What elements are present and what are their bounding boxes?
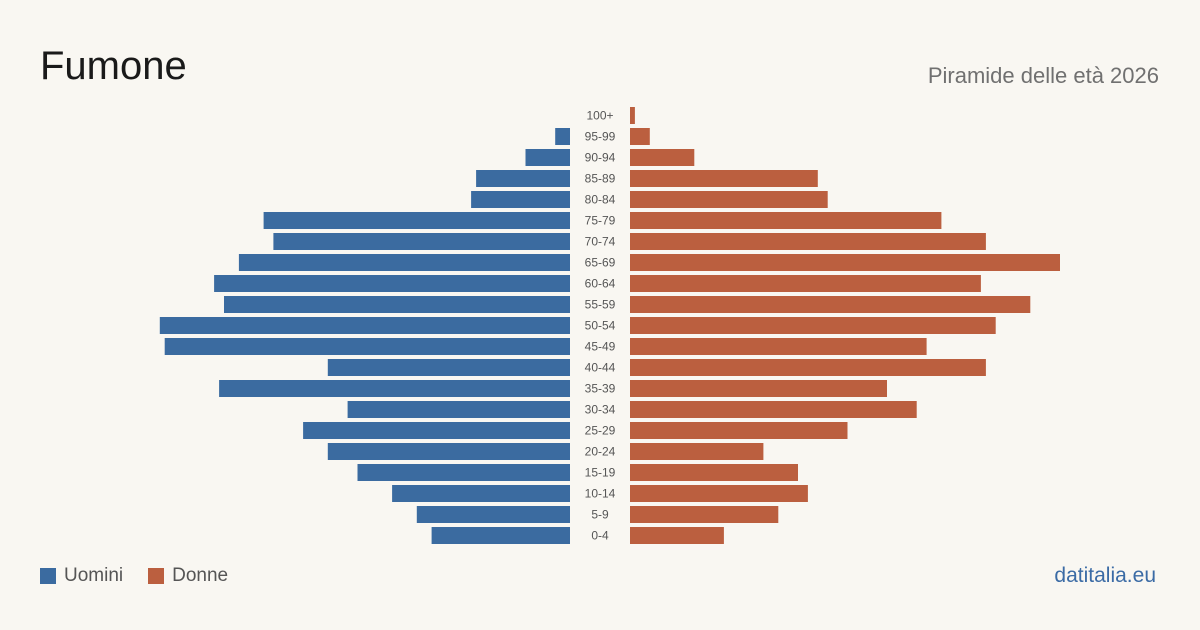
age-label-55-59: 55-59 — [585, 298, 616, 312]
bar-men-70-74 — [273, 233, 570, 250]
age-label-35-39: 35-39 — [585, 382, 616, 396]
bar-men-85-89 — [476, 170, 570, 187]
legend-swatch-women — [148, 568, 165, 584]
bar-men-50-54 — [159, 317, 571, 334]
page-title: Fumone — [40, 44, 187, 88]
bar-men-0-4 — [431, 527, 570, 544]
bar-men-25-29 — [303, 422, 570, 439]
bar-women-35-39 — [630, 380, 887, 397]
bar-men-95-99 — [555, 128, 570, 145]
bar-women-100plus — [630, 107, 635, 124]
age-label-100plus: 100+ — [586, 109, 613, 123]
bar-men-30-34 — [347, 401, 570, 418]
bar-men-10-14 — [392, 485, 570, 502]
bar-women-95-99 — [630, 128, 650, 145]
age-label-10-14: 10-14 — [585, 487, 616, 501]
bar-women-80-84 — [630, 191, 828, 208]
bar-women-75-79 — [630, 212, 942, 229]
bar-women-15-19 — [630, 464, 798, 481]
bar-women-50-54 — [630, 317, 996, 334]
age-label-95-99: 95-99 — [585, 130, 616, 144]
legend-label-men: Uomini — [64, 565, 124, 586]
bar-men-15-19 — [357, 464, 570, 481]
bar-men-75-79 — [263, 212, 570, 229]
age-label-65-69: 65-69 — [585, 256, 616, 270]
age-label-75-79: 75-79 — [585, 214, 616, 228]
bar-men-20-24 — [327, 443, 570, 460]
bar-men-65-69 — [238, 254, 570, 271]
legend-item-men: Uomini — [40, 565, 123, 587]
age-label-70-74: 70-74 — [585, 235, 616, 249]
age-label-50-54: 50-54 — [585, 319, 616, 333]
bar-women-60-64 — [630, 275, 981, 292]
age-label-40-44: 40-44 — [585, 361, 616, 375]
bar-men-35-39 — [219, 380, 570, 397]
bar-women-70-74 — [630, 233, 986, 250]
bar-women-10-14 — [630, 485, 808, 502]
bar-women-85-89 — [630, 170, 818, 187]
legend-item-women: Donne — [148, 565, 228, 587]
age-label-5-9: 5-9 — [591, 508, 609, 522]
bar-men-55-59 — [224, 296, 570, 313]
age-label-80-84: 80-84 — [585, 193, 616, 207]
age-label-25-29: 25-29 — [585, 424, 616, 438]
chart-subtitle: Piramide delle età 2026 — [927, 63, 1159, 88]
legend-swatch-men — [40, 568, 56, 584]
bar-men-80-84 — [471, 191, 570, 208]
age-label-0-4: 0-4 — [591, 529, 609, 543]
bar-men-5-9 — [416, 506, 570, 523]
bar-men-45-49 — [164, 338, 570, 355]
bar-men-40-44 — [327, 359, 570, 376]
bar-men-60-64 — [214, 275, 570, 292]
bar-women-30-34 — [630, 401, 917, 418]
bar-men-90-94 — [525, 149, 570, 166]
age-label-45-49: 45-49 — [585, 340, 616, 354]
bar-women-40-44 — [630, 359, 986, 376]
age-label-30-34: 30-34 — [585, 403, 616, 417]
bar-women-65-69 — [630, 254, 1060, 271]
age-label-60-64: 60-64 — [585, 277, 616, 291]
legend-label-women: Donne — [172, 565, 229, 586]
age-label-85-89: 85-89 — [585, 172, 616, 186]
age-label-90-94: 90-94 — [585, 151, 616, 165]
age-label-20-24: 20-24 — [585, 445, 616, 459]
bar-women-5-9 — [630, 506, 779, 523]
bar-women-45-49 — [630, 338, 927, 355]
bar-women-90-94 — [630, 149, 695, 166]
bar-women-55-59 — [630, 296, 1031, 313]
bar-women-25-29 — [630, 422, 848, 439]
legend: Uomini Donne — [40, 564, 253, 588]
age-label-15-19: 15-19 — [585, 466, 616, 480]
bar-women-0-4 — [630, 527, 724, 544]
source-link[interactable]: datitalia.eu — [1054, 564, 1156, 587]
bar-women-20-24 — [630, 443, 764, 460]
